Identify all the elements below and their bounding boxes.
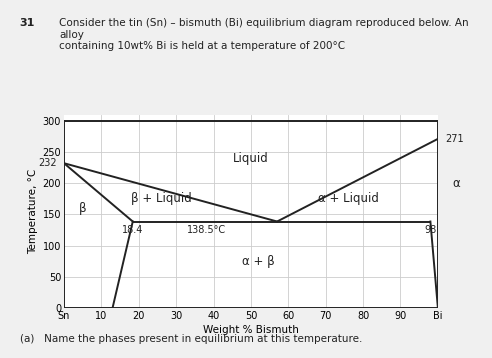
Text: α: α — [453, 176, 461, 190]
Y-axis label: Temperature, °C: Temperature, °C — [29, 169, 38, 254]
Text: 98: 98 — [424, 225, 436, 235]
Text: 31: 31 — [20, 18, 35, 28]
Text: 138.5°C: 138.5°C — [186, 225, 226, 235]
Text: 232: 232 — [38, 158, 57, 168]
Text: 271: 271 — [445, 134, 464, 144]
Text: 18.4: 18.4 — [122, 225, 144, 235]
X-axis label: Weight % Bismuth: Weight % Bismuth — [203, 325, 299, 335]
Text: α + β: α + β — [242, 255, 275, 268]
Text: Consider the tin (Sn) – bismuth (Bi) equilibrium diagram reproduced below. An al: Consider the tin (Sn) – bismuth (Bi) equ… — [59, 18, 469, 51]
Text: β + Liquid: β + Liquid — [131, 192, 191, 205]
Text: β: β — [79, 202, 87, 214]
Text: Liquid: Liquid — [233, 152, 269, 165]
Text: (a)   Name the phases present in equilibrium at this temperature.: (a) Name the phases present in equilibri… — [20, 334, 362, 344]
Text: α + Liquid: α + Liquid — [318, 192, 378, 205]
